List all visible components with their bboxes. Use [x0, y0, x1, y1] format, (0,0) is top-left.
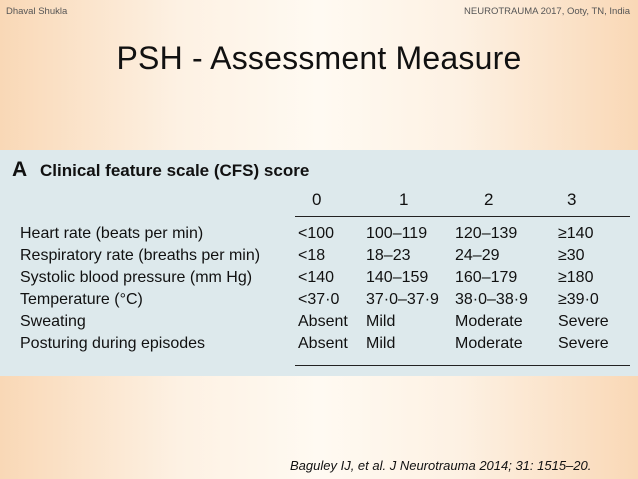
table-row: Respiratory rate (breaths per min) <18 1…	[0, 247, 638, 269]
cell-score-2: 160–179	[455, 269, 518, 286]
cell-score-0: <37·0	[298, 291, 340, 308]
row-label: Systolic blood pressure (mm Hg)	[20, 269, 253, 286]
cell-score-1: Mild	[366, 313, 396, 330]
row-label: Sweating	[20, 313, 86, 330]
cell-score-3: ≥30	[558, 247, 585, 264]
score-header-row: 0 1 2 3	[0, 190, 638, 214]
table-bottom-rule	[295, 365, 630, 366]
cell-score-2: Moderate	[455, 313, 523, 330]
score-header-3: 3	[567, 190, 577, 209]
score-header-1: 1	[399, 190, 409, 209]
table-row: Temperature (°C) <37·0 37·0–37·9 38·0–38…	[0, 291, 638, 313]
cell-score-1: 140–159	[366, 269, 429, 286]
citation: Baguley IJ, et al. J Neurotrauma 2014; 3…	[290, 458, 592, 473]
row-label: Heart rate (beats per min)	[20, 225, 204, 242]
table-top-rule	[295, 216, 630, 217]
cell-score-3: ≥140	[558, 225, 594, 242]
cell-score-0: <140	[298, 269, 335, 286]
score-header-2: 2	[484, 190, 494, 209]
panel-header: A Clinical feature scale (CFS) score	[0, 158, 638, 184]
cell-score-2: 120–139	[455, 225, 518, 242]
cfs-figure: A Clinical feature scale (CFS) score 0 1…	[0, 150, 638, 376]
header-author: Dhaval Shukla	[6, 6, 68, 17]
table-row: Sweating Absent Mild Moderate Severe	[0, 313, 638, 335]
cell-score-2: 24–29	[455, 247, 500, 264]
cell-score-1: 100–119	[366, 225, 428, 242]
cell-score-0: <18	[298, 247, 326, 264]
cell-score-0: Absent	[298, 335, 348, 352]
row-label: Temperature (°C)	[20, 291, 143, 308]
cell-score-2: 38·0–38·9	[455, 291, 528, 308]
cell-score-1: 37·0–37·9	[366, 291, 439, 308]
slide-title: PSH - Assessment Measure	[116, 40, 522, 76]
cell-score-2: Moderate	[455, 335, 523, 352]
cell-score-3: Severe	[558, 335, 609, 352]
panel-title: Clinical feature scale (CFS) score	[40, 161, 310, 180]
panel-letter: A	[12, 158, 28, 181]
cell-score-3: ≥39·0	[558, 291, 599, 308]
score-header-0: 0	[312, 190, 322, 209]
row-label: Respiratory rate (breaths per min)	[20, 247, 261, 264]
cell-score-0: Absent	[298, 313, 348, 330]
table-row: Systolic blood pressure (mm Hg) <140 140…	[0, 269, 638, 291]
header-conference: NEUROTRAUMA 2017, Ooty, TN, India	[464, 6, 630, 17]
cell-score-1: Mild	[366, 335, 396, 352]
cell-score-1: 18–23	[366, 247, 411, 264]
table-row: Posturing during episodes Absent Mild Mo…	[0, 335, 638, 357]
cell-score-3: ≥180	[558, 269, 594, 286]
cell-score-0: <100	[298, 225, 335, 242]
table-row: Heart rate (beats per min) <100 100–119 …	[0, 225, 638, 247]
cell-score-3: Severe	[558, 313, 609, 330]
row-label: Posturing during episodes	[20, 335, 206, 352]
